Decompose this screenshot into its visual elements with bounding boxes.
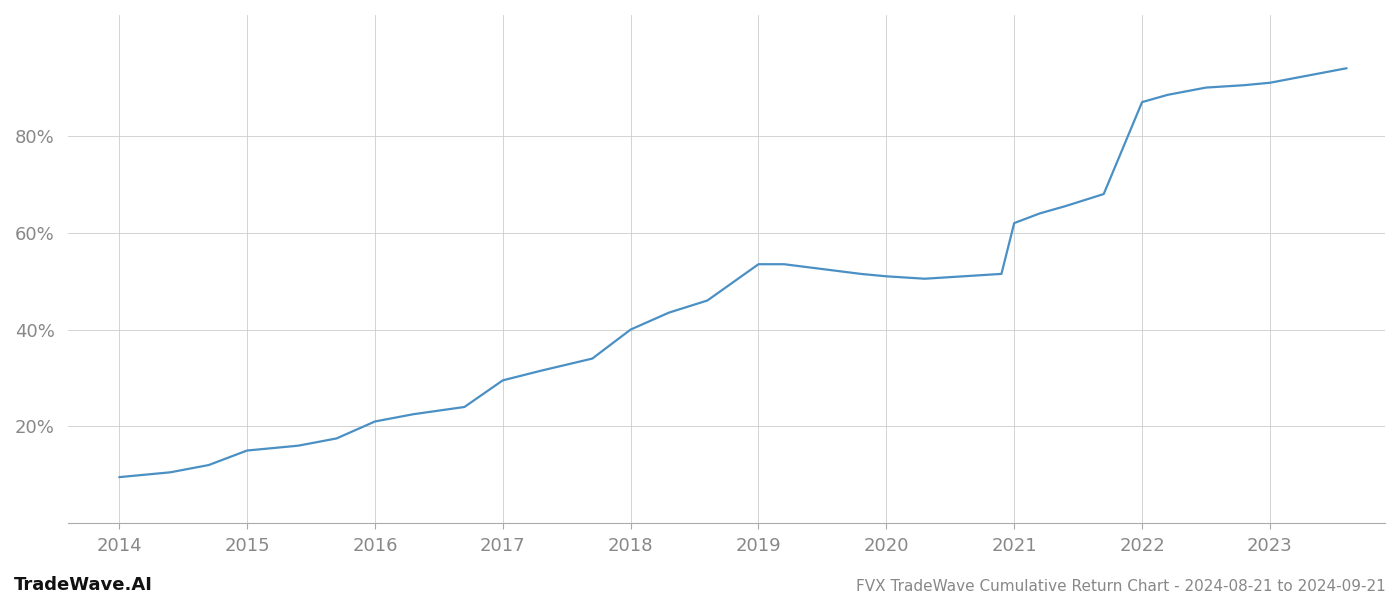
Text: FVX TradeWave Cumulative Return Chart - 2024-08-21 to 2024-09-21: FVX TradeWave Cumulative Return Chart - … — [857, 579, 1386, 594]
Text: TradeWave.AI: TradeWave.AI — [14, 576, 153, 594]
